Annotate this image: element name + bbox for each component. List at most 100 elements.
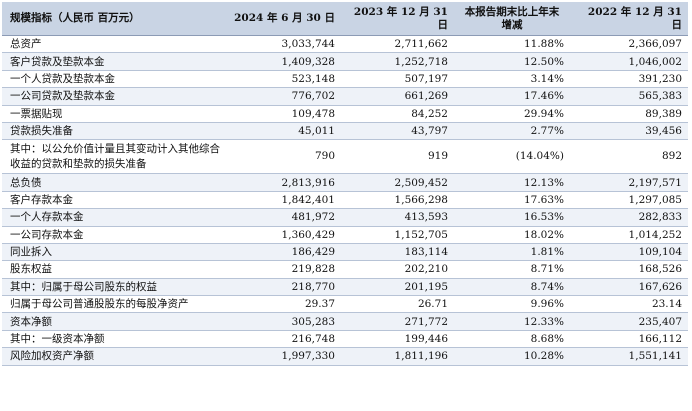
value-2022-12: 235,407: [570, 312, 688, 331]
scale-indicators-table: 规模指标（人民币 百万元） 2024 年 6 月 30 日 2023 年 12 …: [2, 2, 688, 366]
value-change: (14.04%): [454, 139, 570, 175]
value-change: 10.28%: [454, 347, 570, 366]
table-row: 总负债 2,813,916 2,509,452 12.13% 2,197,571: [2, 173, 688, 192]
value-2024-06: 186,429: [228, 243, 341, 262]
value-2023-12: 84,252: [341, 105, 454, 123]
table-row: 其中：一级资本净额 216,748 199,446 8.68% 166,112: [2, 330, 688, 349]
table-row: 一个人贷款及垫款本金 523,148 507,197 3.14% 391,230: [2, 70, 688, 89]
row-label: 资本净额: [2, 312, 228, 331]
row-label: 其中：归属于母公司股东的权益: [2, 278, 228, 297]
row-label: 一个人贷款及垫款本金: [2, 70, 228, 89]
value-2022-12: 892: [570, 139, 688, 175]
value-2023-12: 271,772: [341, 312, 454, 331]
value-change: 12.50%: [454, 52, 570, 71]
header-indicator: 规模指标（人民币 百万元）: [2, 2, 228, 36]
table-header: 规模指标（人民币 百万元） 2024 年 6 月 30 日 2023 年 12 …: [2, 2, 688, 36]
value-2023-12: 919: [341, 139, 454, 175]
value-2024-06: 305,283: [228, 312, 341, 331]
header-2022-12-31: 2022 年 12 月 31 日: [570, 2, 688, 36]
value-change: 8.71%: [454, 260, 570, 279]
header-change: 本报告期末比上年末增减: [454, 2, 570, 36]
value-2023-12: 202,210: [341, 260, 454, 279]
value-2024-06: 2,813,916: [228, 173, 341, 192]
table-row: 归属于母公司普通股股东的每股净资产 29.37 26.71 9.96% 23.14: [2, 295, 688, 314]
value-change: 16.53%: [454, 208, 570, 227]
value-2023-12: 2,711,662: [341, 35, 454, 54]
table-row: 同业拆入 186,429 183,114 1.81% 109,104: [2, 243, 688, 262]
header-2023-12-31: 2023 年 12 月 31 日: [341, 2, 454, 36]
value-2023-12: 507,197: [341, 70, 454, 89]
value-2022-12: 1,551,141: [570, 347, 688, 366]
value-2023-12: 26.71: [341, 295, 454, 314]
value-2023-12: 2,509,452: [341, 173, 454, 192]
value-2024-06: 216,748: [228, 330, 341, 349]
row-label: 风险加权资产净额: [2, 347, 228, 366]
row-label: 客户存款本金: [2, 191, 228, 210]
value-2022-12: 391,230: [570, 70, 688, 89]
table-row: 一公司存款本金 1,360,429 1,152,705 18.02% 1,014,252: [2, 226, 688, 244]
value-2022-12: 89,389: [570, 105, 688, 123]
value-2024-06: 3,033,744: [228, 35, 341, 54]
table-row: 资本净额 305,283 271,772 12.33% 235,407: [2, 312, 688, 331]
value-change: 8.68%: [454, 330, 570, 349]
row-label: 一个人存款本金: [2, 208, 228, 227]
table-body: 总资产 3,033,744 2,711,662 11.88% 2,366,097 客户贷…: [2, 35, 688, 366]
financial-table-container: 规模指标（人民币 百万元） 2024 年 6 月 30 日 2023 年 12 …: [2, 2, 688, 366]
value-change: 9.96%: [454, 295, 570, 314]
value-2024-06: 481,972: [228, 208, 341, 227]
table-row: 客户贷款及垫款本金 1,409,328 1,252,718 12.50% 1,046,0…: [2, 52, 688, 71]
value-2022-12: 39,456: [570, 122, 688, 141]
value-2024-06: 790: [228, 139, 341, 175]
value-2024-06: 219,828: [228, 260, 341, 279]
value-change: 12.13%: [454, 173, 570, 192]
table-row: 其中：以公允价值计量且其变动计入其他综合收益的贷款和垫款的损失准备 790 919(…: [2, 139, 688, 175]
row-label: 同业拆入: [2, 243, 228, 262]
value-change: 12.33%: [454, 312, 570, 331]
value-2024-06: 29.37: [228, 295, 341, 314]
value-2023-12: 43,797: [341, 122, 454, 141]
row-label: 客户贷款及垫款本金: [2, 52, 228, 71]
value-2023-12: 1,566,298: [341, 191, 454, 210]
value-2024-06: 776,702: [228, 87, 341, 106]
row-label: 总资产: [2, 35, 228, 54]
value-2023-12: 1,811,196: [341, 347, 454, 366]
value-2022-12: 282,833: [570, 208, 688, 227]
value-2022-12: 1,297,085: [570, 191, 688, 210]
value-2024-06: 45,011: [228, 122, 341, 141]
value-change: 29.94%: [454, 105, 570, 123]
row-label: 一公司存款本金: [2, 226, 228, 244]
value-2023-12: 199,446: [341, 330, 454, 349]
value-2022-12: 2,197,571: [570, 173, 688, 192]
value-2024-06: 1,997,330: [228, 347, 341, 366]
row-label: 其中：以公允价值计量且其变动计入其他综合收益的贷款和垫款的损失准备: [2, 139, 228, 175]
table-row: 贷款损失准备 45,011 43,797 2.77% 39,456: [2, 122, 688, 141]
value-2024-06: 1,409,328: [228, 52, 341, 71]
value-2024-06: 218,770: [228, 278, 341, 297]
value-2022-12: 2,366,097: [570, 35, 688, 54]
value-2023-12: 1,152,705: [341, 226, 454, 244]
value-2022-12: 168,526: [570, 260, 688, 279]
table-row: 风险加权资产净额 1,997,330 1,811,196 10.28% 1,551,14…: [2, 347, 688, 366]
value-2024-06: 1,360,429: [228, 226, 341, 244]
table-row: 一公司贷款及垫款本金 776,702 661,269 17.46% 565,383: [2, 87, 688, 106]
row-label: 一票据贴现: [2, 105, 228, 123]
value-2024-06: 523,148: [228, 70, 341, 89]
value-change: 8.74%: [454, 278, 570, 297]
row-label: 总负债: [2, 173, 228, 192]
header-2024-06-30: 2024 年 6 月 30 日: [228, 2, 341, 36]
value-2023-12: 183,114: [341, 243, 454, 262]
value-2022-12: 167,626: [570, 278, 688, 297]
row-label: 股东权益: [2, 260, 228, 279]
row-label: 一公司贷款及垫款本金: [2, 87, 228, 106]
value-2022-12: 23.14: [570, 295, 688, 314]
table-row: 一个人存款本金 481,972 413,593 16.53% 282,833: [2, 208, 688, 227]
table-row: 客户存款本金 1,842,401 1,566,298 17.63% 1,297,085: [2, 191, 688, 210]
value-change: 11.88%: [454, 35, 570, 54]
row-label: 其中：一级资本净额: [2, 330, 228, 349]
value-2022-12: 109,104: [570, 243, 688, 262]
table-row: 总资产 3,033,744 2,711,662 11.88% 2,366,097: [2, 35, 688, 54]
table-row: 一票据贴现 109,478 84,252 29.94% 89,389: [2, 105, 688, 123]
value-2024-06: 109,478: [228, 105, 341, 123]
value-2023-12: 661,269: [341, 87, 454, 106]
value-change: 17.46%: [454, 87, 570, 106]
